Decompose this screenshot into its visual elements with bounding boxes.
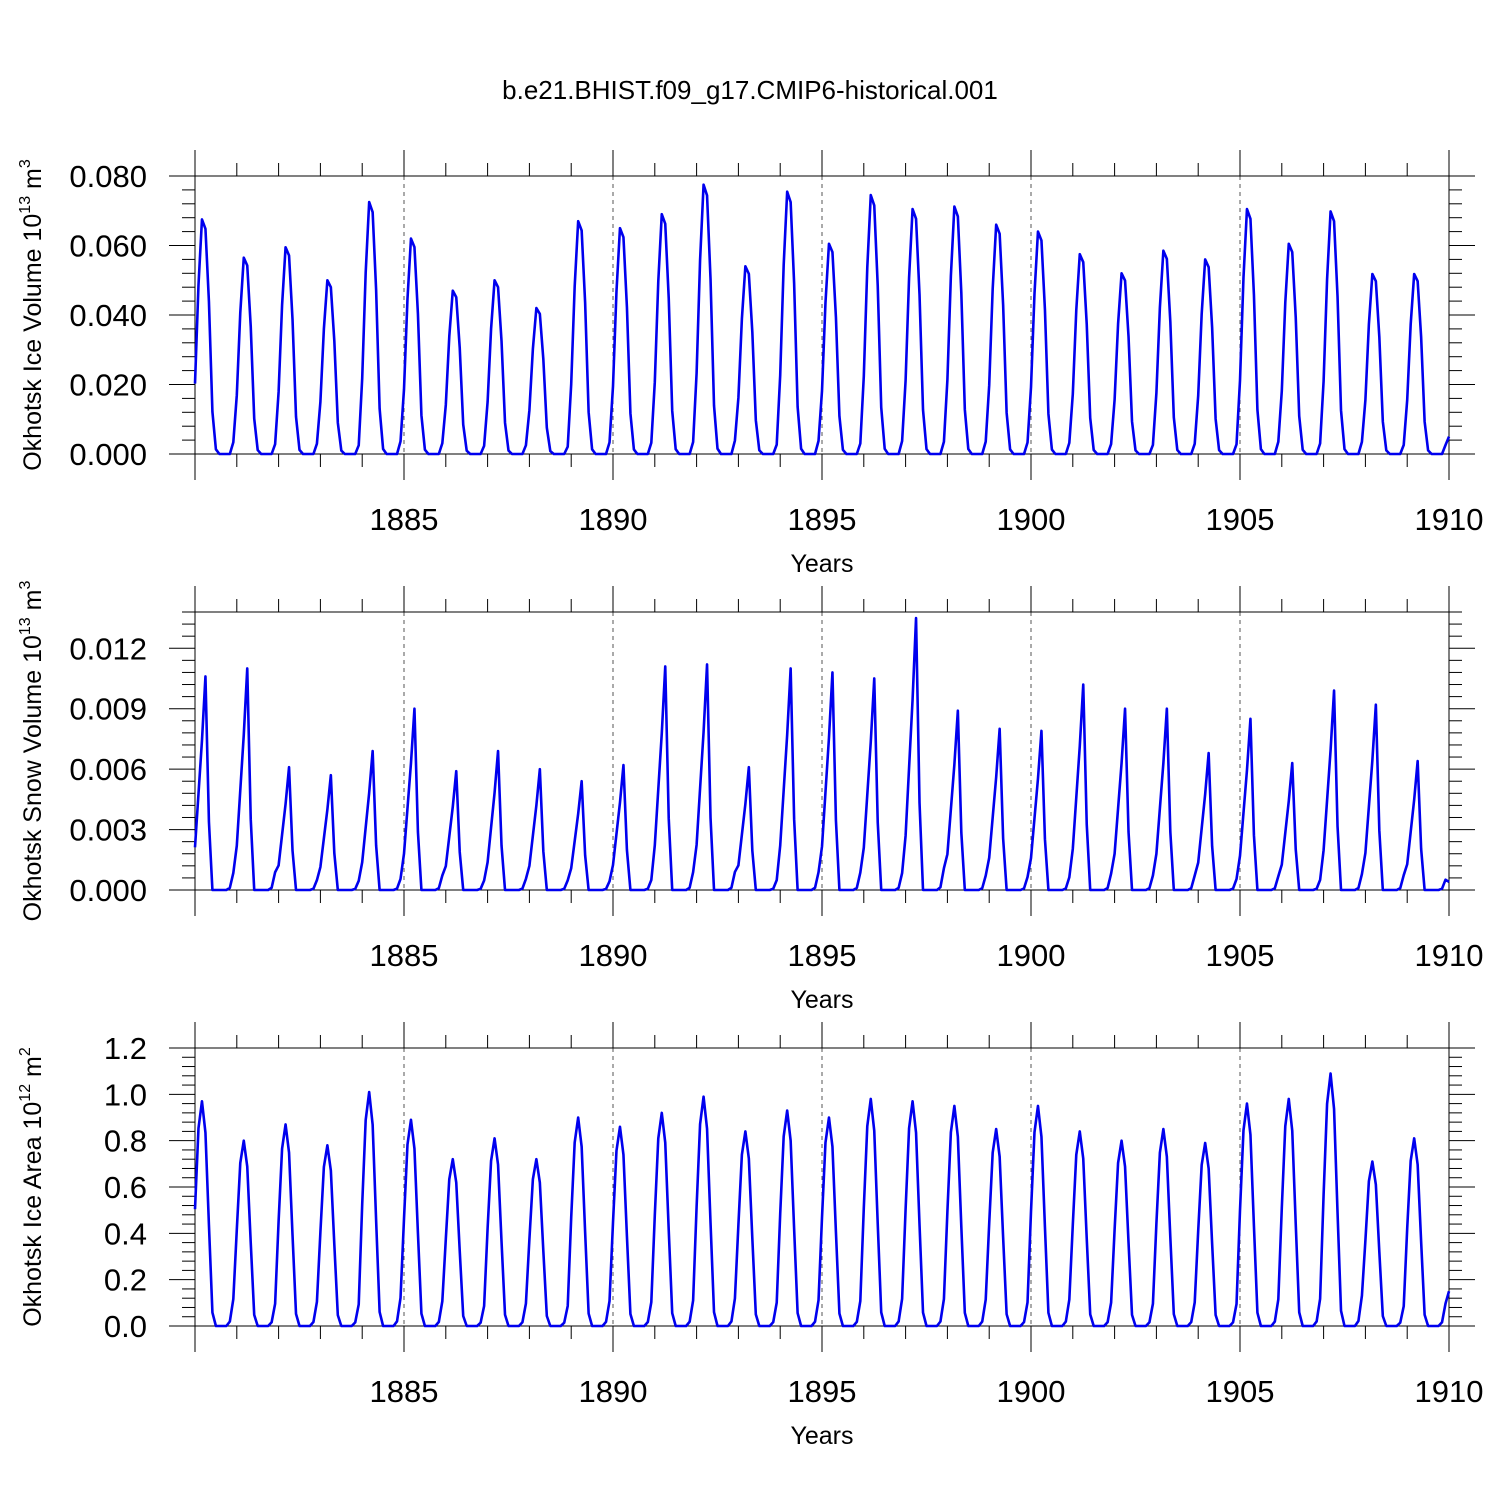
x-tick-label-1905: 1905 — [1206, 502, 1275, 537]
x-tick-label-1890: 1890 — [579, 1374, 648, 1409]
y-axis-label: Okhotsk Ice Volume 1013 m3 — [17, 159, 47, 471]
x-tick-label-1890: 1890 — [579, 938, 648, 973]
x-tick-label-1910: 1910 — [1415, 938, 1484, 973]
y-tick-label-0: 0.000 — [69, 437, 147, 472]
x-tick-label-1885: 1885 — [370, 502, 439, 537]
x-tick-label-1910: 1910 — [1415, 1374, 1484, 1409]
x-tick-label-1885: 1885 — [370, 938, 439, 973]
series-line-2-1 — [193, 616, 1450, 892]
y-tick-label-4: 0.8 — [104, 1124, 147, 1159]
y-tick-label-4: 0.080 — [69, 159, 147, 194]
y-tick-label-0: 0.000 — [69, 873, 147, 908]
y-tick-label-2: 0.006 — [69, 752, 147, 787]
y-axis-label: Okhotsk Snow Volume 1013 m3 — [17, 581, 47, 922]
x-tick-label-1910: 1910 — [1415, 502, 1484, 537]
x-tick-label-1900: 1900 — [997, 1374, 1066, 1409]
series-line-1-1 — [193, 183, 1451, 456]
y-tick-label-3: 0.009 — [69, 692, 147, 727]
y-tick-label-4: 0.012 — [69, 631, 147, 666]
y-axis-label: Okhotsk Ice Area 1012 m2 — [17, 1047, 47, 1327]
x-axis-label: Years — [790, 550, 853, 578]
panel-1: 1885 1890 1895 1900 1905 1910 0.000 0.020 0.040 0… — [17, 150, 1483, 578]
x-tick-label-1900: 1900 — [997, 938, 1066, 973]
x-tick-label-1895: 1895 — [788, 1374, 857, 1409]
y-tick-label-1: 0.020 — [69, 368, 147, 403]
y-tick-label-3: 0.060 — [69, 229, 147, 264]
panels: 1885 1890 1895 1900 1905 1910 0.000 0.020 0.040 0… — [17, 150, 1483, 1450]
y-tick-label-1: 0.003 — [69, 813, 147, 848]
x-tick-label-1890: 1890 — [579, 502, 648, 537]
y-tick-label-0: 0.0 — [104, 1309, 147, 1344]
x-axis-label: Years — [790, 1422, 853, 1450]
x-tick-label-1905: 1905 — [1206, 938, 1275, 973]
x-tick-label-1895: 1895 — [788, 938, 857, 973]
y-tick-label-1: 0.2 — [104, 1263, 147, 1298]
x-axis-label: Years — [790, 986, 853, 1014]
y-tick-label-6: 1.2 — [104, 1031, 147, 1066]
x-tick-label-1885: 1885 — [370, 1374, 439, 1409]
y-tick-label-2: 0.040 — [69, 298, 147, 333]
panel-2: 1885 1890 1895 1900 1905 1910 0.000 0.003 0.006 0… — [17, 581, 1483, 1014]
series-line-3-1 — [193, 1072, 1451, 1328]
x-tick-label-1900: 1900 — [997, 502, 1066, 537]
x-tick-label-1895: 1895 — [788, 502, 857, 537]
y-tick-label-5: 1.0 — [104, 1077, 147, 1112]
y-tick-label-2: 0.4 — [104, 1216, 147, 1251]
x-tick-label-1905: 1905 — [1206, 1374, 1275, 1409]
panel-3: 1885 1890 1895 1900 1905 1910 0.0 0.2 0.4 0.6 0.8 1… — [17, 1022, 1483, 1450]
y-tick-label-3: 0.6 — [104, 1170, 147, 1205]
figure-title: b.e21.BHIST.f09_g17.CMIP6-historical.001 — [502, 75, 998, 105]
